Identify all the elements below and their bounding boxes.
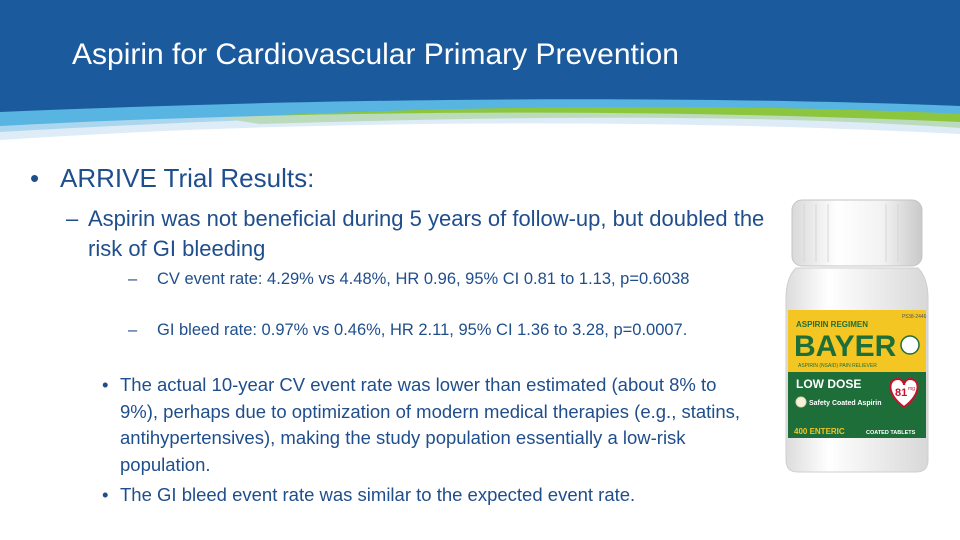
note-text: The actual 10-year CV event rate was low… — [120, 374, 741, 475]
bullet-note-gi-bleed: • The GI bleed event rate was similar to… — [102, 482, 752, 509]
label-count: 400 ENTERIC — [794, 427, 845, 436]
bayer-cross-logo — [900, 335, 920, 355]
label-lot: P538-2446 — [902, 314, 927, 320]
aspirin-bottle-image: P538-2446 ASPIRIN REGIMEN BAYER ASPIRIN … — [782, 198, 932, 476]
bullet-marker: • — [102, 374, 109, 395]
header-wave-graphic — [0, 0, 960, 140]
note-text: The GI bleed event rate was similar to t… — [120, 484, 636, 505]
tablet-icon — [795, 396, 807, 408]
dash-marker: – — [128, 321, 138, 339]
label-dose: 81 — [895, 387, 907, 399]
dash-marker: – — [66, 206, 79, 231]
bullet-summary: – Aspirin was not beneficial during 5 ye… — [66, 204, 766, 264]
bullet-note-event-rate: • The actual 10-year CV event rate was l… — [102, 372, 752, 478]
summary-text: Aspirin was not beneficial during 5 year… — [88, 206, 765, 261]
label-subtitle: ASPIRIN (NSAID) PAIN RELIEVER — [798, 363, 877, 369]
bullet-heading: • ARRIVE Trial Results: — [30, 163, 314, 194]
label-coating: Safety Coated Aspirin — [809, 400, 881, 407]
stat-text: GI bleed rate: 0.97% vs 0.46%, HR 2.11, … — [157, 321, 688, 339]
bullet-stat-gi: – GI bleed rate: 0.97% vs 0.46%, HR 2.11… — [128, 320, 718, 341]
bullet-marker: • — [102, 484, 109, 505]
heart-icon — [889, 377, 919, 409]
label-brand-top: ASPIRIN REGIMEN — [796, 320, 868, 329]
label-count-suffix: COATED TABLETS — [866, 430, 916, 436]
label-brand: BAYER — [794, 330, 897, 363]
label-band: LOW DOSE — [796, 377, 861, 391]
stat-text: CV event rate: 4.29% vs 4.48%, HR 0.96, … — [157, 270, 690, 288]
bullet-stat-cv: – CV event rate: 4.29% vs 4.48%, HR 0.96… — [128, 269, 718, 290]
heading-text: ARRIVE Trial Results: — [60, 163, 315, 193]
header-banner: Aspirin for Cardiovascular Primary Preve… — [0, 0, 960, 150]
label-dose-unit: mg — [908, 386, 915, 392]
slide-title: Aspirin for Cardiovascular Primary Preve… — [72, 38, 679, 71]
bottle-graphic: P538-2446 ASPIRIN REGIMEN BAYER ASPIRIN … — [785, 199, 929, 473]
dash-marker: – — [128, 270, 138, 288]
bullet-marker: • — [30, 163, 40, 193]
bottle-cap — [791, 199, 923, 267]
